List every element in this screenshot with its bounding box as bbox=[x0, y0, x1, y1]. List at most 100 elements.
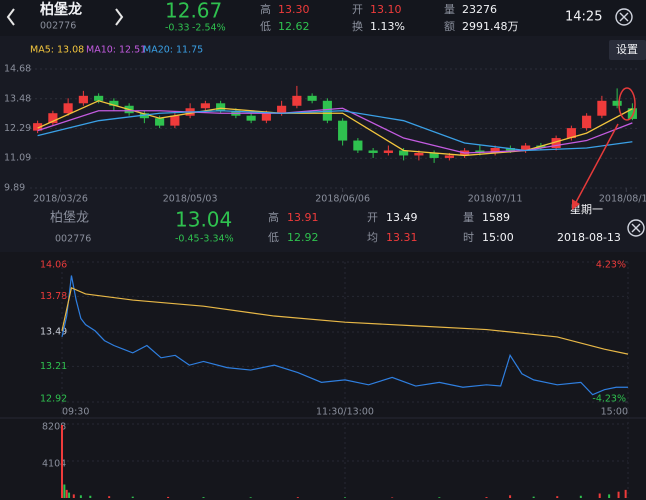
candle-body bbox=[33, 123, 43, 131]
close-circle bbox=[627, 219, 645, 237]
change: -0.33 bbox=[165, 23, 190, 34]
candle-body bbox=[216, 103, 226, 111]
label: 高 bbox=[260, 2, 271, 16]
candle-body bbox=[444, 155, 454, 158]
volume-bar bbox=[249, 497, 252, 498]
x-tick-label: 2018/03/26 bbox=[33, 194, 88, 205]
candle-body bbox=[155, 118, 165, 126]
volume-bar bbox=[131, 496, 134, 498]
next-arrow[interactable] bbox=[115, 8, 124, 26]
y-tick-label: 11.09 bbox=[4, 153, 31, 164]
close-button[interactable] bbox=[615, 8, 633, 26]
open: 13.49 bbox=[386, 211, 418, 224]
y-tick-label: 13.49 bbox=[40, 327, 67, 338]
price: 12.67 bbox=[165, 0, 222, 23]
ma-line bbox=[37, 107, 633, 154]
low: 12.92 bbox=[287, 231, 319, 244]
candle-body bbox=[627, 108, 637, 119]
high: 13.30 bbox=[278, 3, 310, 16]
stock-name: 柏堡龙 bbox=[40, 1, 82, 18]
candle-body bbox=[261, 113, 271, 121]
label: 低 bbox=[268, 231, 279, 244]
settings-button[interactable] bbox=[609, 40, 646, 60]
volume-bar bbox=[65, 489, 68, 498]
x-tick-label: 2018/07/11 bbox=[468, 194, 523, 205]
candle-body bbox=[246, 115, 256, 121]
volume-bar bbox=[532, 496, 535, 498]
volume-bar bbox=[579, 495, 582, 498]
stock-name: 柏堡龙 bbox=[50, 210, 89, 226]
weekday: 星期一 bbox=[570, 203, 603, 216]
volume-bar bbox=[108, 496, 111, 498]
y-tick-label: 8208 bbox=[42, 422, 66, 433]
change: -0.45 bbox=[175, 234, 200, 245]
volume: 1589 bbox=[482, 211, 510, 224]
y-tick-label: 12.29 bbox=[4, 123, 31, 134]
quote-close-button[interactable] bbox=[627, 219, 645, 237]
ma-line bbox=[37, 100, 633, 157]
amount: 2991.48万 bbox=[462, 20, 519, 33]
clock: 14:25 bbox=[565, 10, 602, 25]
candle-body bbox=[582, 115, 592, 129]
y-tick-label: 13.48 bbox=[4, 93, 31, 104]
candle-body bbox=[383, 150, 393, 153]
candle-body bbox=[170, 115, 180, 126]
x-tick-label: 09:30 bbox=[62, 407, 89, 418]
settings-label[interactable]: 设置 bbox=[616, 43, 638, 56]
y-tick-label: 13.21 bbox=[40, 361, 67, 372]
volume-bar bbox=[296, 497, 299, 498]
header-bar bbox=[0, 0, 646, 36]
chart-layer: 14.68 13.48 12.29 11.09 9.89 2018/03/26 2018/0… bbox=[0, 45, 646, 498]
avg: 13.31 bbox=[386, 231, 418, 244]
stock-code: 002776 bbox=[40, 21, 76, 32]
volume-bar bbox=[598, 493, 601, 498]
legend-entry: MA5: 13.08 bbox=[30, 45, 84, 56]
label: 额 bbox=[444, 20, 455, 33]
stock-code: 002776 bbox=[55, 234, 91, 245]
volume-bar bbox=[391, 497, 394, 498]
arrow-head bbox=[572, 199, 580, 210]
candle-body bbox=[399, 150, 409, 156]
volume-bar bbox=[556, 496, 559, 498]
candle-body bbox=[414, 152, 424, 156]
candle-body bbox=[338, 120, 348, 141]
candle-body bbox=[63, 103, 73, 114]
label: 换 bbox=[352, 19, 363, 33]
label: 低 bbox=[260, 20, 271, 33]
candle-body bbox=[490, 148, 500, 153]
volume-bar bbox=[438, 497, 441, 498]
date: 2018-08-13 bbox=[557, 231, 621, 244]
y2-tick-label: 4.23% bbox=[596, 260, 626, 271]
volume-bar bbox=[202, 497, 205, 498]
volume-bar bbox=[608, 494, 611, 498]
arrow-line bbox=[573, 123, 619, 207]
candle-body bbox=[551, 138, 561, 149]
volume-bar bbox=[344, 497, 346, 498]
volume-bar bbox=[485, 497, 488, 498]
price-line bbox=[61, 286, 629, 355]
x-tick-label: 2018/08/15 bbox=[599, 194, 646, 205]
ma-line bbox=[37, 110, 633, 152]
volume-bar bbox=[617, 491, 620, 498]
y-tick-label: 14.68 bbox=[4, 64, 31, 75]
y-tick-label: 9.89 bbox=[4, 183, 25, 194]
change-pct: -2.54% bbox=[192, 23, 226, 34]
intraday-panel bbox=[0, 252, 646, 500]
candle-body bbox=[78, 95, 88, 104]
y2-tick-label: -4.23% bbox=[592, 394, 626, 405]
label: 量 bbox=[463, 211, 474, 224]
y-tick-label: 4104 bbox=[42, 459, 66, 470]
x-tick-label: 15:00 bbox=[601, 407, 628, 418]
volume-bar bbox=[72, 494, 75, 498]
volume-bar bbox=[89, 495, 92, 498]
candle-body bbox=[94, 95, 104, 101]
change-pct: -3.34% bbox=[200, 234, 234, 245]
legend-entry: MA20: 11.75 bbox=[143, 45, 203, 56]
volume-bar bbox=[509, 495, 512, 498]
candle-body bbox=[48, 113, 58, 124]
prev-arrow[interactable] bbox=[6, 8, 15, 26]
candle-body bbox=[521, 145, 531, 151]
candle-body bbox=[307, 95, 317, 101]
close-x bbox=[619, 12, 629, 22]
